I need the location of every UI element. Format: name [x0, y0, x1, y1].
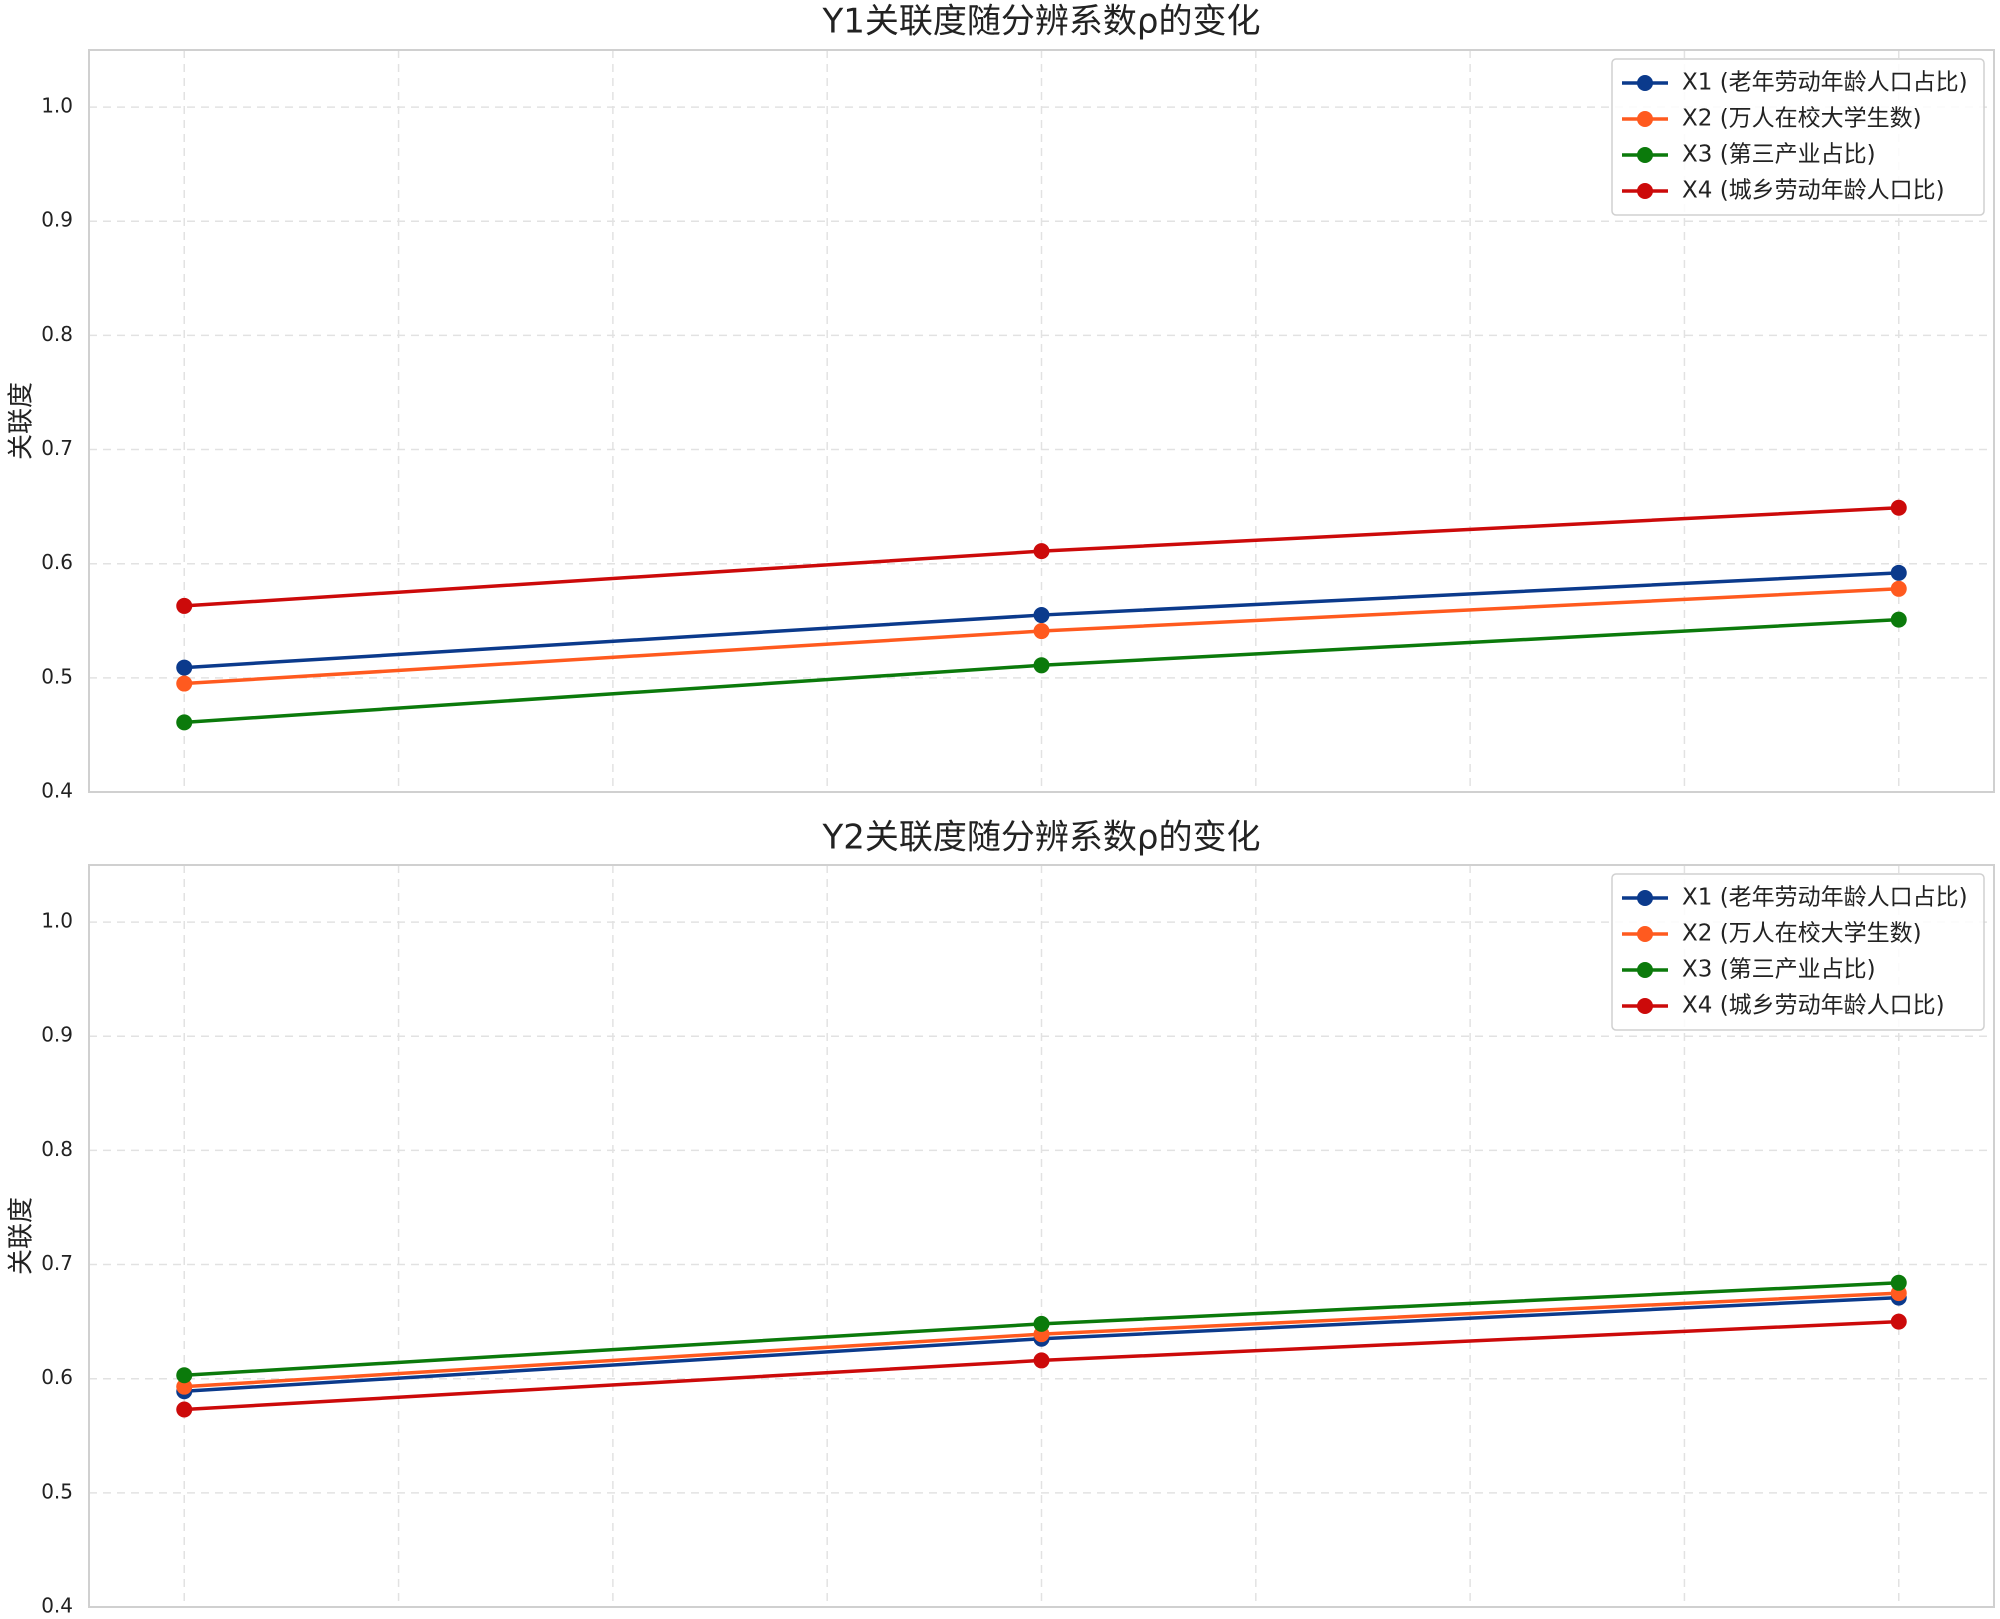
legend-box: [1611, 873, 1985, 1031]
axes-frame: [88, 864, 1995, 1608]
axes-frame: [88, 49, 1995, 793]
data-point: [1033, 1352, 1050, 1369]
legend-marker: [1637, 998, 1653, 1014]
legend-marker: [1637, 890, 1653, 906]
data-point: [176, 597, 193, 614]
data-point: [176, 1378, 193, 1395]
chart-title: Y2关联度随分辨系数ρ的变化: [822, 818, 1261, 858]
legend-label: X1 (老年劳动年龄人口占比): [1682, 885, 1968, 911]
data-point: [1033, 607, 1050, 624]
y-tick-label: 0.6: [41, 1365, 73, 1389]
data-point: [1033, 543, 1050, 560]
y-tick-label: 0.5: [41, 664, 73, 688]
y-tick-label: 0.5: [41, 1479, 73, 1503]
y-axis-label: 关联度: [7, 382, 37, 460]
legend-marker: [1637, 926, 1653, 942]
legend-marker: [1637, 75, 1653, 91]
y-tick-label: 0.7: [41, 436, 73, 460]
data-point: [1890, 580, 1907, 597]
y-tick-label: 0.7: [41, 1251, 73, 1275]
y-tick-label: 0.8: [41, 322, 73, 346]
data-point: [1890, 499, 1907, 516]
legend-marker: [1637, 183, 1653, 199]
data-point: [176, 1401, 193, 1418]
data-point: [1033, 623, 1050, 640]
legend-marker: [1637, 147, 1653, 163]
legend-label: X1 (老年劳动年龄人口占比): [1682, 70, 1968, 96]
data-point: [1890, 611, 1907, 628]
legend-box: [1611, 58, 1985, 216]
y-tick-label: 1.0: [41, 94, 73, 118]
y-axis-label: 关联度: [7, 1197, 37, 1275]
data-point: [176, 659, 193, 676]
legend-label: X4 (城乡劳动年龄人口比): [1682, 178, 1945, 204]
legend-marker: [1637, 962, 1653, 978]
data-point: [1890, 564, 1907, 581]
legend-label: X4 (城乡劳动年龄人口比): [1682, 993, 1945, 1019]
data-point: [176, 675, 193, 692]
legend-label: X3 (第三产业占比): [1682, 957, 1876, 983]
data-point: [176, 714, 193, 731]
legend-label: X2 (万人在校大学生数): [1682, 921, 1922, 947]
chart-title: Y1关联度随分辨系数ρ的变化: [822, 2, 1261, 42]
data-point: [176, 1367, 193, 1384]
legend-marker: [1637, 111, 1653, 127]
y-tick-label: 0.8: [41, 1137, 73, 1161]
y-tick-label: 0.4: [41, 1594, 73, 1618]
y-tick-label: 0.4: [41, 779, 73, 803]
y-tick-label: 1.0: [41, 909, 73, 933]
data-point: [1033, 1315, 1050, 1332]
y-tick-label: 0.6: [41, 550, 73, 574]
data-point: [1890, 1274, 1907, 1291]
y-tick-label: 0.9: [41, 208, 73, 232]
y-tick-label: 0.9: [41, 1023, 73, 1047]
data-point: [1890, 1313, 1907, 1330]
legend-label: X3 (第三产业占比): [1682, 142, 1876, 168]
data-point: [1033, 657, 1050, 674]
legend-label: X2 (万人在校大学生数): [1682, 106, 1922, 132]
